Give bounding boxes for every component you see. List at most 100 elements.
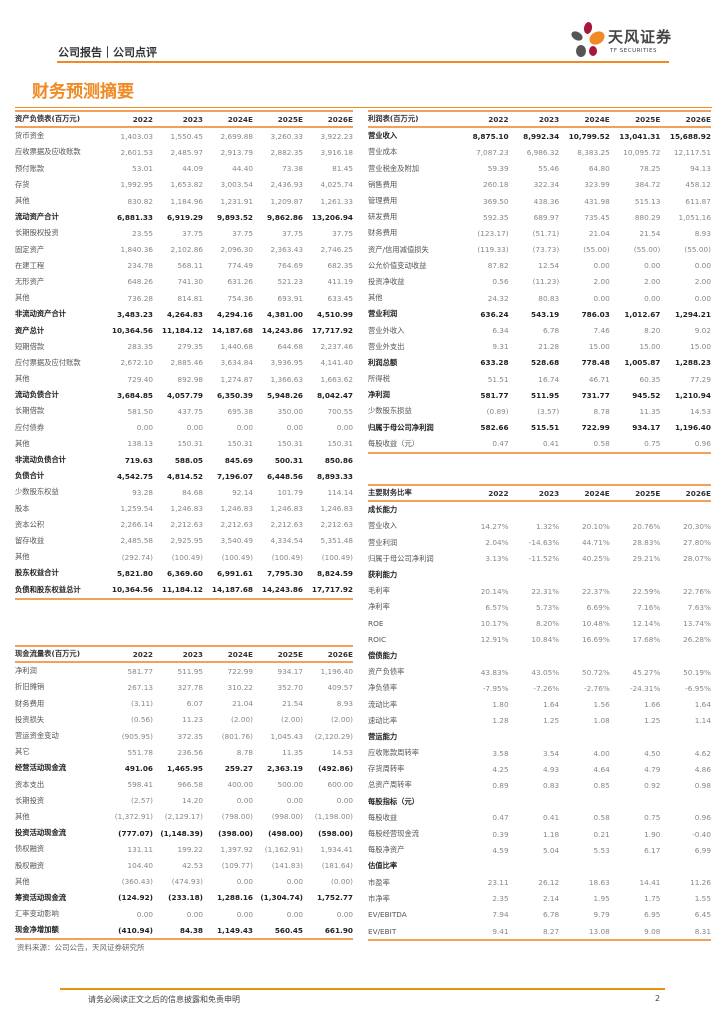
cell-value: 1,210.94 xyxy=(674,390,711,400)
cell-value: 6,986.32 xyxy=(526,147,560,157)
cell-value: 1.32% xyxy=(536,521,560,531)
cell-value: 20.10% xyxy=(581,521,610,531)
table-title: 主要财务比率 xyxy=(368,488,412,498)
cell-value: 73.38 xyxy=(282,164,303,174)
cell-value: 50.19% xyxy=(683,667,711,677)
table-row: 净利润 581.77 511.95 731.77 945.52 1,210.94 xyxy=(368,387,711,403)
cell-value: 2,436.93 xyxy=(270,180,304,190)
cell-value: 43.83% xyxy=(480,667,509,677)
cell-value: (55.00) xyxy=(583,245,610,255)
cell-value: 2,699.88 xyxy=(220,131,254,141)
cell-value: 7.16% xyxy=(637,602,661,612)
cell-value: 648.26 xyxy=(127,277,153,287)
row-label: 资产/信用减值损失 xyxy=(368,244,429,254)
cell-value: 2,363.19 xyxy=(266,763,303,773)
row-label: 非流动负债合计 xyxy=(15,455,67,465)
cell-value: (998.00) xyxy=(271,812,303,822)
cell-value: 2,746.25 xyxy=(320,245,354,255)
cell-value: 0.89 xyxy=(492,780,509,790)
cell-value: 23.11 xyxy=(487,878,509,888)
section-heading-row: 每股指标（元） xyxy=(368,794,711,810)
row-label: 投资损失 xyxy=(15,714,45,724)
cell-value: 10,364.56 xyxy=(111,585,153,595)
cell-value: 10,364.56 xyxy=(111,326,153,336)
cell-value: 1,294.21 xyxy=(674,309,711,319)
cell-value: 2.00 xyxy=(644,277,661,287)
table-row: 每股收益（元） 0.47 0.41 0.58 0.75 0.96 xyxy=(368,436,711,454)
cell-value: 0.85 xyxy=(593,780,610,790)
cell-value: 150.31 xyxy=(227,439,253,449)
cell-value: 50.72% xyxy=(581,667,610,677)
cell-value: 4,814.52 xyxy=(166,471,203,481)
table-row: 财务费用 (3.11) 6.07 21.04 21.54 8.93 xyxy=(15,696,353,712)
cell-value: 6,448.56 xyxy=(266,471,303,481)
company-logo: 天风证券 TF SECURITIES xyxy=(568,20,708,62)
cell-value: 400.00 xyxy=(227,780,253,790)
column-header: 2023 xyxy=(538,114,560,124)
row-label: 营业利润 xyxy=(368,309,398,319)
column-header: 2022 xyxy=(488,488,509,498)
cell-value: 0.00 xyxy=(593,293,610,303)
cell-value: 26.28% xyxy=(683,635,711,645)
table-header-row: 现金流量表(百万元) 2022 2023 2024E 2025E 2026E xyxy=(15,645,353,664)
row-label: 债权融资 xyxy=(15,844,45,854)
cell-value: 43.05% xyxy=(531,667,560,677)
table-title: 利润表(百万元) xyxy=(368,114,419,124)
page-title: 财务预测摘要 xyxy=(32,82,134,102)
row-label: 存货周转率 xyxy=(368,764,405,774)
cell-value: 814.81 xyxy=(177,293,203,303)
column-header: 2024E xyxy=(584,488,610,498)
cell-value: (124.92) xyxy=(118,893,153,903)
cell-value: 37.75 xyxy=(332,228,353,238)
row-label: 应收票据及应收账款 xyxy=(15,147,81,157)
page-number: 2 xyxy=(655,994,661,1003)
cell-value: 13.74% xyxy=(683,619,711,629)
cell-value: (0.00) xyxy=(331,877,353,887)
row-label: 净利润 xyxy=(368,390,390,400)
table-title: 现金流量表(百万元) xyxy=(15,649,81,659)
row-label: 每股净资产 xyxy=(368,845,405,855)
cell-value: 600.00 xyxy=(327,780,353,790)
logo-text: 天风证券 xyxy=(608,28,673,46)
cell-value: 0.75 xyxy=(644,813,661,823)
cell-value: 5.53 xyxy=(593,845,610,855)
cell-value: 8,875.10 xyxy=(472,131,509,141)
cell-value: (2.57) xyxy=(131,796,153,806)
cell-value: 409.57 xyxy=(327,682,353,692)
cell-value: 0.47 xyxy=(492,439,509,449)
cell-value: (2,129.17) xyxy=(164,812,203,822)
table-row: 在建工程 234.78 568.11 774.49 764.69 682.35 xyxy=(15,258,353,274)
row-label: 营业外收入 xyxy=(368,325,405,335)
cell-value: 0.00 xyxy=(236,796,253,806)
table-row: 其他 729.40 892.98 1,274.87 1,366.63 1,663.62 xyxy=(15,371,353,387)
cell-value: 1.08 xyxy=(593,716,610,726)
row-label: 应收账款周转率 xyxy=(368,748,420,758)
table-row: 净利润 581.77 511.95 722.99 934.17 1,196.40 xyxy=(15,663,353,679)
table-row: 营业外支出 9.31 21.28 15.00 15.00 15.00 xyxy=(368,339,711,355)
cell-value: 1,992.95 xyxy=(120,180,154,190)
cell-value: 78.25 xyxy=(639,164,661,174)
cell-value: 11.26 xyxy=(690,878,711,888)
cell-value: 592.35 xyxy=(483,212,509,222)
table-row: EV/EBIT 9.41 8.27 13.08 9.08 8.31 xyxy=(368,923,711,942)
table-row: 其他 (360.43) (474.93) 0.00 0.00 (0.00) xyxy=(15,874,353,890)
cell-value: 581.77 xyxy=(480,390,509,400)
cell-value: 5.04 xyxy=(542,845,560,855)
cell-value: 2,672.10 xyxy=(120,358,154,368)
cell-value: 2.04% xyxy=(485,538,509,548)
table-row: 留存收益 2,485.58 2,925.95 3,540.49 4,334.54 5,35… xyxy=(15,533,353,549)
cell-value: 9.02 xyxy=(694,326,711,336)
cell-value: 28.07% xyxy=(683,554,711,564)
table-row: 公允价值变动收益 87.82 12.54 0.00 0.00 0.00 xyxy=(368,258,711,274)
cell-value: 4,025.74 xyxy=(320,180,354,190)
cell-value: 1,246.83 xyxy=(220,504,254,514)
cell-value: 384.72 xyxy=(634,180,661,190)
row-label: 利润总额 xyxy=(368,357,398,367)
cell-value: 3,936.95 xyxy=(270,358,304,368)
table-row: 总资产周转率 0.89 0.83 0.85 0.92 0.98 xyxy=(368,777,711,793)
footer-disclaimer: 请务必阅读正文之后的信息披露和免责申明 xyxy=(88,995,240,1004)
cell-value: 0.00 xyxy=(644,293,661,303)
cell-value: (1,372.91) xyxy=(114,812,153,822)
cell-value: 2,913.79 xyxy=(220,147,254,157)
section-heading-row: 偿债能力 xyxy=(368,648,711,664)
